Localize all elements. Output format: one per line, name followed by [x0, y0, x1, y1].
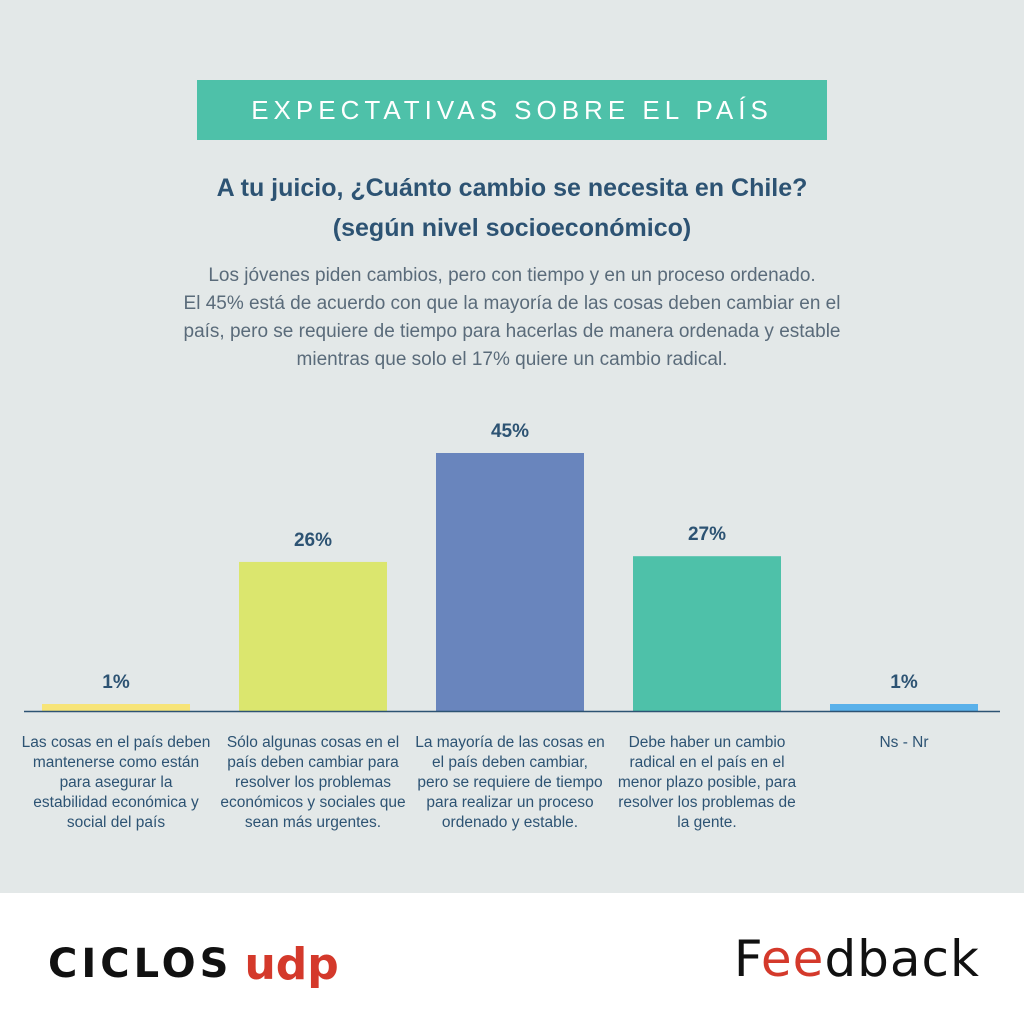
- bar-chart: 1% 26% 45% 27% 1% Las cosas en el país deben…: [0, 405, 1024, 885]
- bar-chart-svg: 1% 26% 45% 27% 1%: [24, 421, 1000, 713]
- content-panel: [0, 0, 1024, 893]
- category-label: Debe haber un cambio radical en el país …: [617, 734, 797, 831]
- udp-logo-text: udp: [244, 938, 339, 990]
- feedback-logo-text: Feedback: [733, 930, 980, 988]
- description-paragraph: Los jóvenes piden cambios, pero con tiem…: [90, 262, 934, 374]
- bar-value-label: 1%: [102, 672, 130, 693]
- description-line-3: país, pero se requiere de tiempo para ha…: [183, 321, 841, 342]
- description-line-4: mientras que solo el 17% quiere un cambi…: [296, 349, 728, 370]
- bar: [830, 704, 978, 711]
- title-line-2: (según nivel socioeconómico): [332, 214, 692, 242]
- bar: [239, 561, 387, 711]
- bar: [42, 704, 190, 711]
- bar-value-label: 27%: [688, 524, 726, 545]
- bar: [633, 556, 781, 711]
- feedback-logo: Feedback: [734, 924, 980, 994]
- section-banner: EXPECTATIVAS SOBRE EL PAÍS: [197, 80, 827, 140]
- bar-value-label: 26%: [294, 530, 332, 551]
- ciclos-logo-text: CICLOS: [48, 941, 233, 987]
- category-label: Las cosas en el país deben mantenerse co…: [21, 734, 211, 831]
- banner-text: EXPECTATIVAS SOBRE EL PAÍS: [251, 94, 773, 125]
- category-label: Ns - Nr: [879, 734, 929, 751]
- bar: [436, 453, 584, 711]
- category-label: Sólo algunas cosas en el país deben camb…: [220, 734, 406, 831]
- description-line-2: El 45% está de acuerdo con que la mayorí…: [183, 293, 841, 314]
- description-line-1: Los jóvenes piden cambios, pero con tiem…: [208, 265, 816, 286]
- category-label: La mayoría de las cosas en el país deben…: [415, 734, 605, 831]
- chart-title: A tu juicio, ¿Cuánto cambio se necesita …: [0, 168, 1024, 248]
- bar-value-label: 1%: [890, 672, 918, 693]
- bar-value-label: 45%: [491, 421, 529, 442]
- ciclos-udp-logo: CICLOS udp: [48, 934, 339, 994]
- title-line-1: A tu juicio, ¿Cuánto cambio se necesita …: [216, 174, 808, 202]
